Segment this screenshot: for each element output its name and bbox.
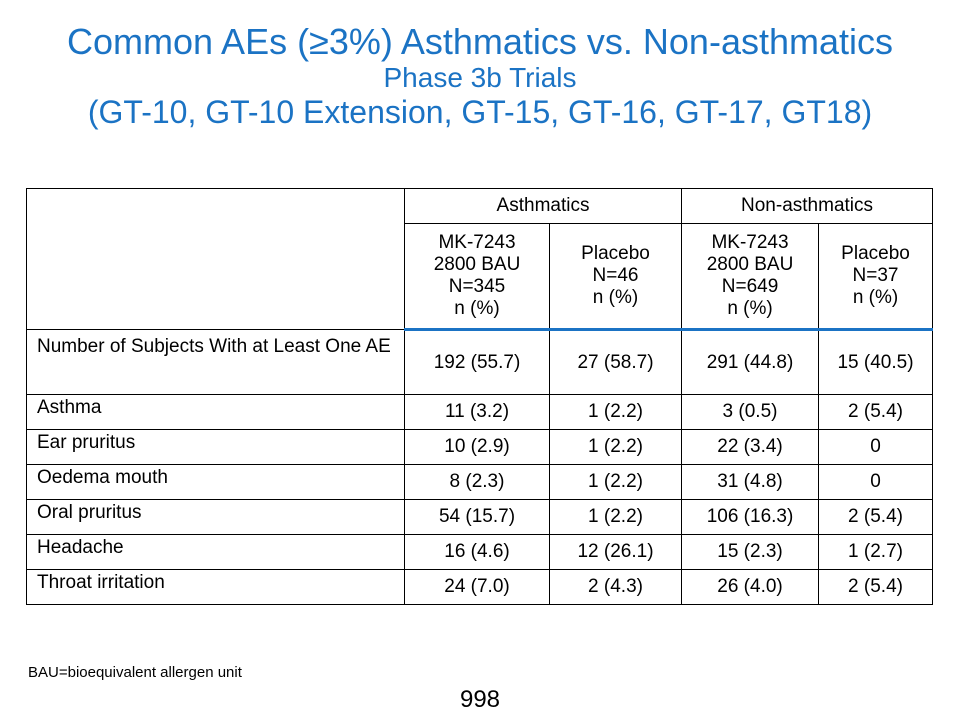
table-cell: 1 (2.2)	[548, 464, 683, 500]
title-trials: (GT-10, GT-10 Extension, GT-15, GT-16, G…	[87, 94, 873, 130]
subheader-line: n (%)	[454, 298, 500, 319]
table-cell: 26 (4.0)	[681, 569, 820, 605]
table-cell: 24 (7.0)	[404, 569, 550, 605]
subheader-asthmatic-placebo: Placebo N=46 n (%)	[548, 223, 683, 331]
table-cell: 22 (3.4)	[681, 429, 820, 465]
page-number: 998	[459, 686, 501, 713]
subheader-line: N=46	[592, 265, 639, 286]
subheader-line: n (%)	[727, 298, 773, 319]
row-label: Throat irritation	[26, 569, 405, 605]
table-cell: 1 (2.2)	[548, 429, 683, 465]
footnote: BAU=bioequivalent allergen unit	[28, 664, 242, 681]
table-cell: 1 (2.2)	[548, 394, 683, 430]
table-row: Headache 16 (4.6) 12 (26.1) 15 (2.3) 1 (…	[26, 534, 934, 570]
table-cell: 8 (2.3)	[404, 464, 550, 500]
table-cell: 15 (40.5)	[818, 329, 934, 395]
subheader-line: N=345	[448, 276, 506, 297]
table-cell: 0	[818, 464, 934, 500]
table-cell: 2 (5.4)	[818, 394, 934, 430]
table-cell: 2 (5.4)	[818, 499, 934, 535]
table-row: Oedema mouth 8 (2.3) 1 (2.2) 31 (4.8) 0	[26, 464, 934, 500]
table-cell: 1 (2.7)	[818, 534, 934, 570]
table-cell: 0	[818, 429, 934, 465]
subheader-line: 2800 BAU	[433, 254, 521, 275]
table-row: Oral pruritus 54 (15.7) 1 (2.2) 106 (16.…	[26, 499, 934, 535]
table-cell: 106 (16.3)	[681, 499, 820, 535]
subheader-non-asthmatic-placebo: Placebo N=37 n (%)	[818, 223, 934, 331]
header-blank-cell	[26, 188, 405, 330]
subheader-line: MK-7243	[438, 232, 516, 253]
table-row: Throat irritation 24 (7.0) 2 (4.3) 26 (4…	[26, 569, 934, 605]
title-subtitle: Phase 3b Trials	[383, 62, 577, 93]
table-cell: 54 (15.7)	[404, 499, 550, 535]
title-main: Common AEs (≥3%) Asthmatics vs. Non-asth…	[67, 21, 893, 62]
table-cell: 27 (58.7)	[548, 329, 683, 395]
subheader-non-asthmatic-mk7243: MK-7243 2800 BAU N=649 n (%)	[681, 223, 820, 331]
row-label: Ear pruritus	[26, 429, 405, 465]
table-row: Ear pruritus 10 (2.9) 1 (2.2) 22 (3.4) 0	[26, 429, 934, 465]
table-cell: 2 (4.3)	[548, 569, 683, 605]
subheader-asthmatic-mk7243: MK-7243 2800 BAU N=345 n (%)	[404, 223, 550, 331]
subheader-line: 2800 BAU	[706, 254, 794, 275]
group-header-asthmatics: Asthmatics	[403, 188, 683, 224]
row-label: Number of Subjects With at Least One AE	[26, 329, 405, 395]
row-label: Asthma	[26, 394, 405, 430]
table-row: Asthma 11 (3.2) 1 (2.2) 3 (0.5) 2 (5.4)	[26, 394, 934, 430]
adverse-events-table: Asthmatics Non-asthmatics MK-7243 2800 B…	[26, 188, 934, 605]
subheader-line: N=649	[721, 276, 779, 297]
table-cell: 31 (4.8)	[681, 464, 820, 500]
table-cell: 16 (4.6)	[404, 534, 550, 570]
group-header-non-asthmatics: Non-asthmatics	[681, 188, 934, 224]
table-cell: 192 (55.7)	[404, 329, 550, 395]
table-cell: 11 (3.2)	[404, 394, 550, 430]
row-label: Oedema mouth	[26, 464, 405, 500]
table-cell: 12 (26.1)	[548, 534, 683, 570]
subheader-line: Placebo	[581, 243, 650, 264]
subheader-line: n (%)	[852, 287, 899, 308]
table-cell: 2 (5.4)	[818, 569, 934, 605]
table-cell: 10 (2.9)	[404, 429, 550, 465]
row-label: Headache	[26, 534, 405, 570]
subheader-line: N=37	[852, 265, 899, 286]
table-cell: 291 (44.8)	[681, 329, 820, 395]
slide-title: Common AEs (≥3%) Asthmatics vs. Non-asth…	[0, 22, 960, 131]
table-row: Number of Subjects With at Least One AE …	[26, 329, 934, 395]
row-label: Oral pruritus	[26, 499, 405, 535]
table-cell: 15 (2.3)	[681, 534, 820, 570]
table-cell: 1 (2.2)	[548, 499, 683, 535]
subheader-line: Placebo	[841, 243, 910, 264]
subheader-line: MK-7243	[711, 232, 789, 253]
table-cell: 3 (0.5)	[681, 394, 820, 430]
subheader-line: n (%)	[592, 287, 639, 308]
